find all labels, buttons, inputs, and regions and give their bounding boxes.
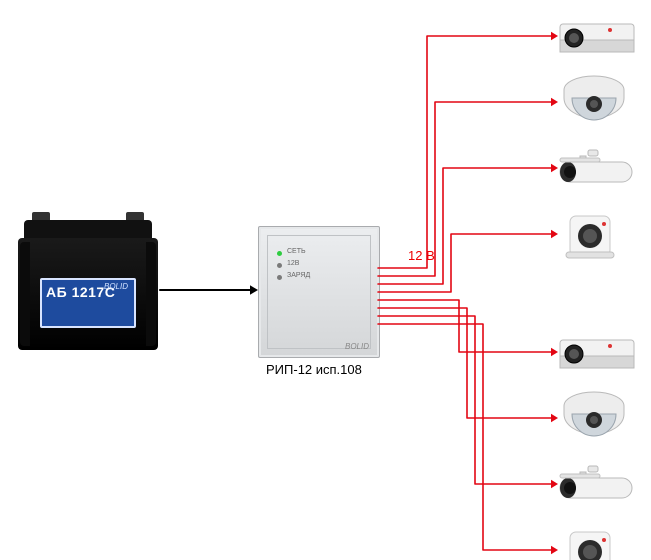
led-12в	[277, 263, 282, 268]
battery-rib-left	[20, 242, 30, 346]
camera-cube	[566, 532, 614, 560]
camera-box	[560, 24, 634, 52]
battery-ab1217c: BOLID АБ 1217C	[18, 220, 158, 355]
battery-label-plate: BOLID АБ 1217C	[40, 278, 136, 328]
voltage-label: 12 В	[408, 248, 435, 263]
power-supply-caption: РИП-12 исп.108	[266, 362, 362, 377]
led-label-сеть: СЕТЬ	[287, 248, 306, 255]
battery-top	[24, 220, 152, 240]
led-label-12в: 12В	[287, 260, 299, 267]
power-supply-brand: BOLID	[345, 342, 369, 351]
camera-cube	[566, 216, 614, 258]
battery-brand: BOLID	[104, 282, 128, 291]
camera-dome	[564, 392, 624, 436]
diagram-stage: { "canvas": {"w":651,"h":560,"bg":"#ffff…	[0, 0, 651, 560]
camera-box	[560, 340, 634, 368]
led-заряд	[277, 275, 282, 280]
camera-bullet	[560, 150, 632, 182]
power-supply-rip12: BOLID СЕТЬ 12В ЗАРЯД	[258, 226, 380, 358]
led-сеть	[277, 251, 282, 256]
led-label-заряд: ЗАРЯД	[287, 272, 310, 279]
camera-bullet	[560, 466, 632, 498]
power-supply-bezel	[267, 235, 371, 349]
battery-rib-right	[146, 242, 156, 346]
camera-dome	[564, 76, 624, 120]
